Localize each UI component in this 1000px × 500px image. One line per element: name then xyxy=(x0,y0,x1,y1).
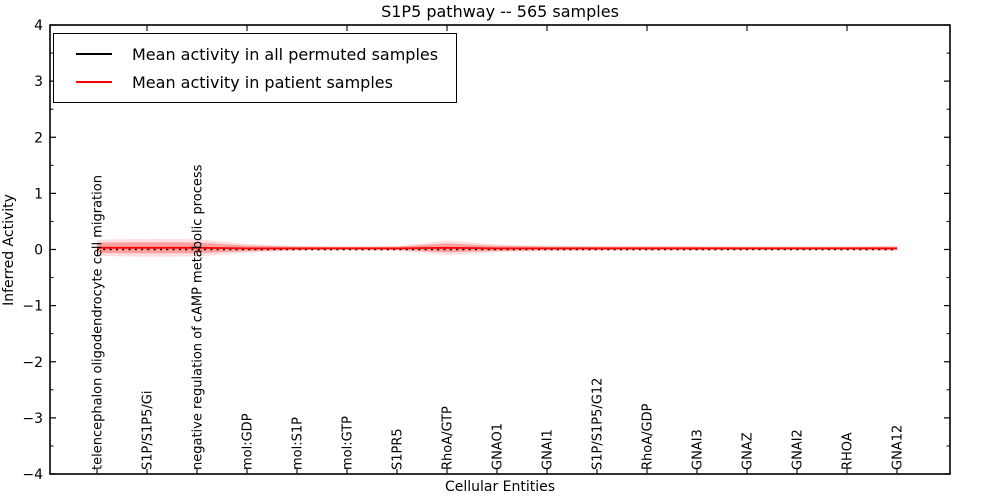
x-tick-label: RhoA/GTP xyxy=(441,406,456,470)
x-tick-label: GNAI2 xyxy=(791,429,806,470)
y-tick-label: 0 xyxy=(34,243,43,259)
y-tick-label: −4 xyxy=(22,467,43,483)
y-tick-label: −1 xyxy=(22,299,43,315)
x-tick-label: GNAO1 xyxy=(491,423,506,470)
y-tick-label: 1 xyxy=(34,186,43,202)
x-tick-label: mol:GTP xyxy=(341,416,356,470)
permuted-line-swatch xyxy=(76,53,112,55)
x-tick-label: RhoA/GDP xyxy=(641,403,656,470)
x-tick-label: GNAI1 xyxy=(541,429,556,470)
x-tick-label: GNAI3 xyxy=(691,429,706,470)
x-tick-label: telencephalon oligodendrocyte cell migra… xyxy=(91,175,106,470)
x-axis-label: Cellular Entities xyxy=(444,479,556,495)
x-tick-label: mol:S1P xyxy=(291,417,306,470)
x-tick-label: GNAZ xyxy=(741,432,756,470)
legend-entry-permuted: Mean activity in all permuted samples xyxy=(54,40,438,68)
patient-mean-line xyxy=(97,246,897,250)
x-tick-label: S1P/S1P5/Gi xyxy=(141,391,156,470)
y-tick-label: 2 xyxy=(34,130,43,146)
y-tick-labels: 4 3 2 1 0 −1 −2 −3 −4 xyxy=(22,18,43,483)
y-tick-label: 3 xyxy=(34,74,43,90)
x-ticks xyxy=(96,25,898,474)
x-tick-label: S1P/S1P5/G12 xyxy=(591,378,606,470)
legend-entry-patient: Mean activity in patient samples xyxy=(54,68,438,96)
chart-title: S1P5 pathway -- 565 samples xyxy=(381,2,619,21)
y-axis-label: Inferred Activity xyxy=(1,194,17,306)
patient-line-swatch xyxy=(76,81,112,83)
legend-label-permuted: Mean activity in all permuted samples xyxy=(132,44,439,64)
y-tick-label: 4 xyxy=(34,18,43,34)
y-tick-label: −2 xyxy=(22,355,43,371)
x-tick-labels: telencephalon oligodendrocyte cell migra… xyxy=(91,164,906,470)
y-tick-label: −3 xyxy=(22,411,43,427)
x-tick-label: S1PR5 xyxy=(391,428,406,470)
legend-label-patient: Mean activity in patient samples xyxy=(132,72,393,92)
legend: Mean activity in all permuted samples Me… xyxy=(53,33,458,103)
x-tick-label: negative regulation of cAMP metabolic pr… xyxy=(191,164,206,470)
x-tick-label: GNA12 xyxy=(891,425,906,470)
x-tick-label: mol:GDP xyxy=(241,413,256,470)
x-tick-label: RHOA xyxy=(841,432,856,470)
